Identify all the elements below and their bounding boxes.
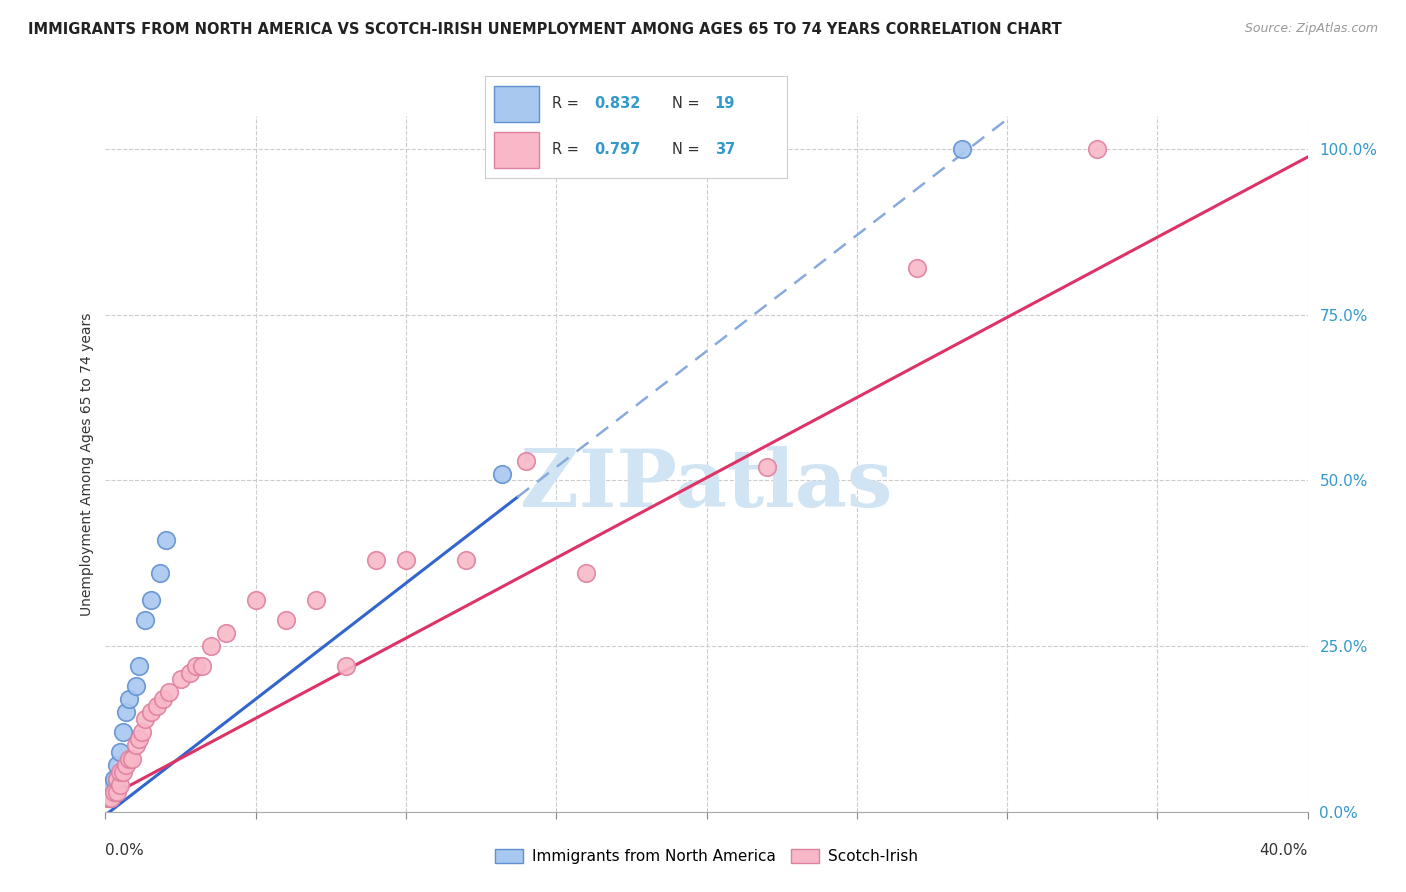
Point	[124, 739, 146, 753]
Point	[134, 712, 156, 726]
Point	[110, 778, 132, 792]
Point	[184, 659, 207, 673]
Bar	[494, 87, 540, 122]
Point	[395, 553, 418, 567]
Bar	[494, 132, 540, 168]
Point	[200, 639, 222, 653]
Point	[128, 731, 150, 746]
Text: ZIPatlas: ZIPatlas	[520, 446, 893, 524]
Point	[110, 764, 132, 779]
Point	[115, 758, 138, 772]
Point	[491, 467, 513, 481]
Point	[121, 752, 143, 766]
Text: N =: N =	[672, 142, 704, 157]
Point	[755, 460, 778, 475]
Text: Source: ZipAtlas.com: Source: ZipAtlas.com	[1244, 22, 1378, 36]
Point	[118, 752, 141, 766]
Point	[148, 566, 170, 581]
Point	[364, 553, 387, 567]
Point	[103, 772, 125, 786]
Point	[139, 706, 162, 720]
Point	[97, 791, 120, 805]
Point	[575, 566, 598, 581]
Point	[145, 698, 167, 713]
Point	[454, 553, 477, 567]
Point	[274, 613, 297, 627]
Text: 37: 37	[714, 142, 735, 157]
Point	[169, 672, 191, 686]
Point	[134, 613, 156, 627]
Text: 0.797: 0.797	[593, 142, 640, 157]
Point	[110, 745, 132, 759]
Text: 40.0%: 40.0%	[1260, 843, 1308, 858]
Point	[335, 659, 357, 673]
Point	[157, 685, 180, 699]
Legend: Immigrants from North America, Scotch-Irish: Immigrants from North America, Scotch-Ir…	[489, 843, 924, 871]
Point	[107, 772, 129, 786]
Point	[152, 692, 174, 706]
Point	[107, 772, 129, 786]
Point	[103, 785, 125, 799]
Point	[128, 659, 150, 673]
Point	[112, 764, 135, 779]
Point	[190, 659, 212, 673]
Point	[1085, 142, 1108, 156]
Text: R =: R =	[551, 142, 583, 157]
Text: 19: 19	[714, 96, 735, 111]
Point	[155, 533, 177, 547]
Point	[214, 625, 236, 640]
Point	[103, 785, 125, 799]
Point	[100, 778, 122, 792]
Point	[131, 725, 153, 739]
Point	[112, 725, 135, 739]
Point	[179, 665, 201, 680]
Y-axis label: Unemployment Among Ages 65 to 74 years: Unemployment Among Ages 65 to 74 years	[80, 312, 94, 615]
Text: 0.0%: 0.0%	[105, 843, 145, 858]
Text: R =: R =	[551, 96, 583, 111]
Point	[115, 706, 138, 720]
Text: IMMIGRANTS FROM NORTH AMERICA VS SCOTCH-IRISH UNEMPLOYMENT AMONG AGES 65 TO 74 Y: IMMIGRANTS FROM NORTH AMERICA VS SCOTCH-…	[28, 22, 1062, 37]
Point	[245, 592, 267, 607]
Point	[139, 592, 162, 607]
Point	[124, 679, 146, 693]
Point	[950, 142, 973, 156]
Point	[100, 791, 122, 805]
Point	[515, 453, 537, 467]
Point	[905, 261, 928, 276]
Point	[100, 791, 122, 805]
Point	[107, 758, 129, 772]
Text: N =: N =	[672, 96, 704, 111]
Text: 0.832: 0.832	[593, 96, 640, 111]
Point	[118, 692, 141, 706]
Point	[305, 592, 328, 607]
Point	[107, 785, 129, 799]
Point	[97, 791, 120, 805]
